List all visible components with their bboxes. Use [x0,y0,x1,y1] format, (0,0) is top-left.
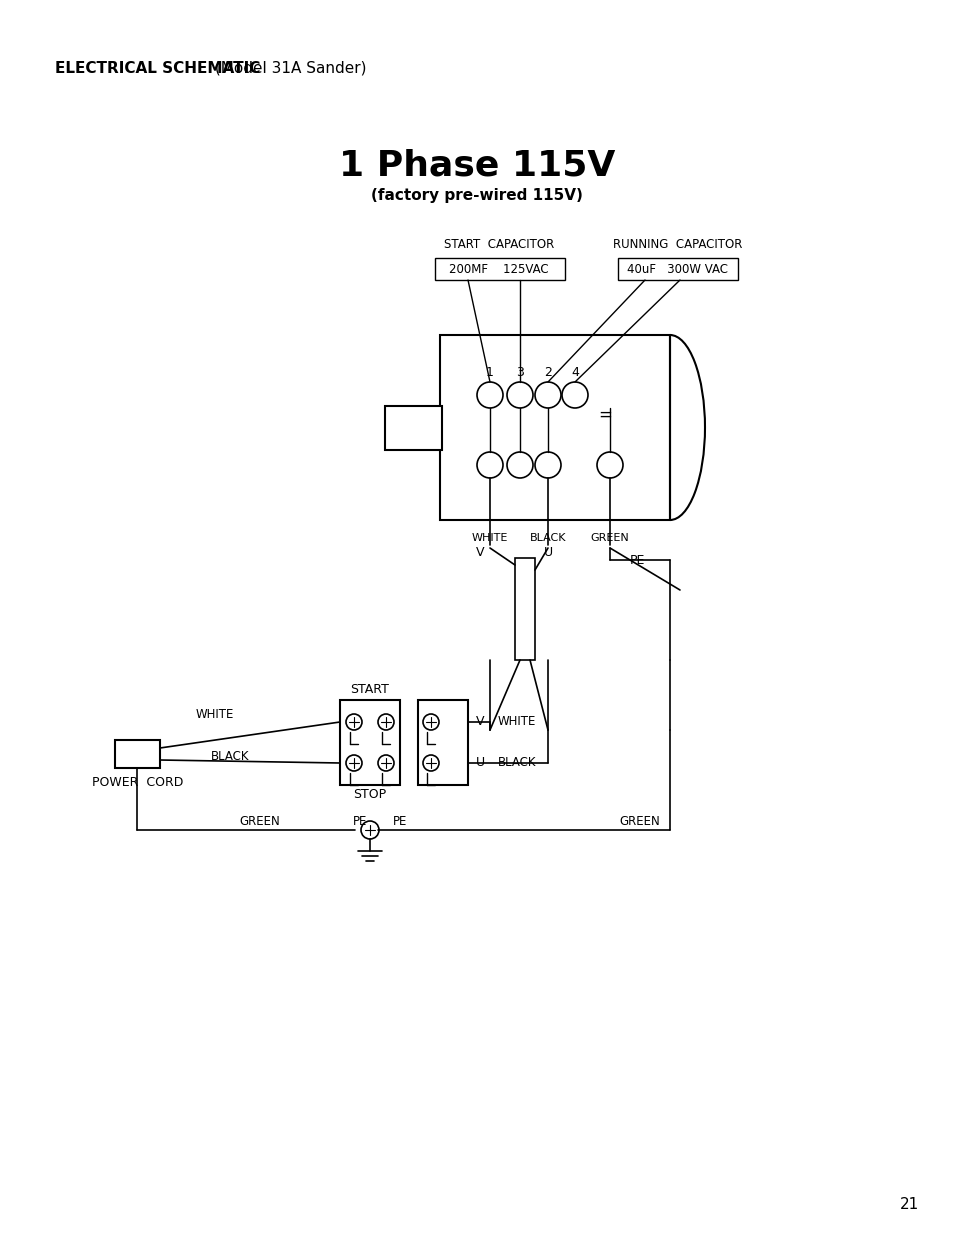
Circle shape [360,821,378,839]
Circle shape [346,714,361,730]
Text: 1: 1 [485,367,494,379]
Circle shape [506,452,533,478]
Bar [339,700,399,785]
Text: 200MF    125VAC: 200MF 125VAC [449,263,548,275]
Bar [515,558,535,659]
Circle shape [535,382,560,408]
Text: U: U [543,547,552,559]
Text: V: V [476,547,484,559]
Bar [115,740,160,768]
Bar [618,258,738,280]
Circle shape [476,382,502,408]
Text: STOP: STOP [353,788,386,802]
Text: RUNNING  CAPACITOR: RUNNING CAPACITOR [613,237,741,251]
Text: BLACK: BLACK [529,534,566,543]
Bar [417,700,468,785]
Circle shape [597,452,622,478]
Text: V: V [476,715,484,729]
Text: GREEN: GREEN [239,815,280,829]
Text: START  CAPACITOR: START CAPACITOR [443,237,554,251]
Text: (factory pre-wired 115V): (factory pre-wired 115V) [371,188,582,203]
Circle shape [561,382,587,408]
Text: PE: PE [353,815,367,829]
Circle shape [377,755,394,771]
Bar [435,258,564,280]
Text: WHITE: WHITE [472,534,508,543]
Text: PE: PE [393,815,407,829]
Text: =: = [598,406,611,424]
Bar [385,405,441,450]
Text: BLACK: BLACK [211,751,249,763]
Text: GREEN: GREEN [619,815,659,829]
Text: U: U [476,757,485,769]
Circle shape [506,382,533,408]
Text: POWER  CORD: POWER CORD [91,777,183,789]
Text: WHITE: WHITE [497,715,536,729]
Circle shape [422,755,438,771]
Text: BLACK: BLACK [497,757,536,769]
Circle shape [476,452,502,478]
Circle shape [535,452,560,478]
Circle shape [346,755,361,771]
Text: ELECTRICAL SCHEMATIC: ELECTRICAL SCHEMATIC [55,61,260,75]
Text: (Model 31A Sander): (Model 31A Sander) [210,61,366,75]
Text: GREEN: GREEN [590,534,629,543]
Text: 40uF   300W VAC: 40uF 300W VAC [627,263,728,275]
Bar [439,335,669,520]
Text: 21: 21 [900,1198,919,1213]
Text: 1 Phase 115V: 1 Phase 115V [338,148,615,182]
Text: START: START [350,683,389,697]
Circle shape [422,714,438,730]
Text: WHITE: WHITE [195,709,233,721]
Text: 3: 3 [516,367,523,379]
Text: 4: 4 [571,367,578,379]
Text: 2: 2 [543,367,552,379]
Text: PE: PE [629,553,644,567]
Circle shape [377,714,394,730]
